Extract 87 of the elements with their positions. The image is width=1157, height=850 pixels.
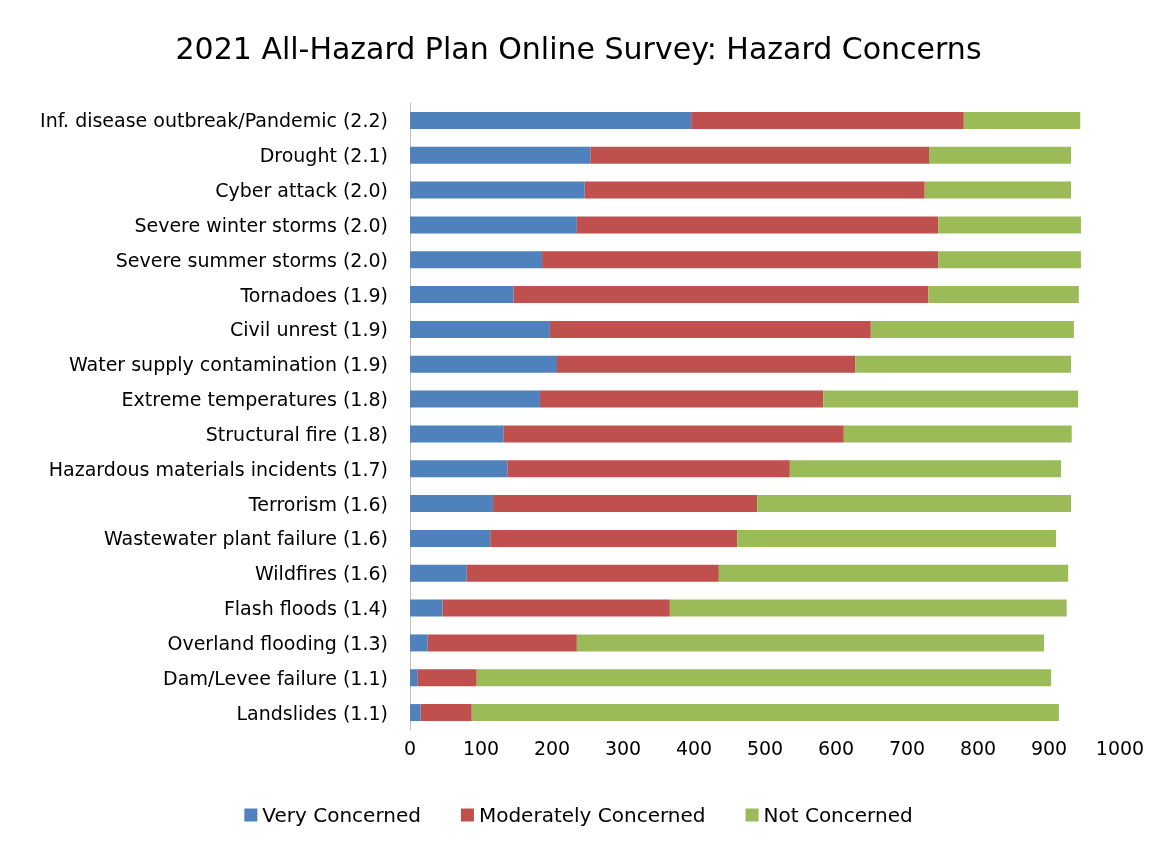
bar xyxy=(963,111,1081,129)
y-tick-label: Cyber attack (2.0) xyxy=(215,179,388,202)
bar xyxy=(556,355,856,373)
bar xyxy=(789,460,1062,478)
bar xyxy=(466,564,719,582)
y-tick-label: Hazardous materials incidents (1.7) xyxy=(48,457,388,480)
bar xyxy=(938,216,1081,234)
bar xyxy=(410,564,467,582)
y-tick-label: Inf. disease outbreak/Pandemic (2.2) xyxy=(40,109,388,132)
bar xyxy=(737,529,1057,547)
y-tick-label: Water supply contamination (1.9) xyxy=(69,353,388,376)
y-tick-label: Wastewater plant failure (1.6) xyxy=(103,527,388,550)
bar xyxy=(576,634,1045,652)
bar xyxy=(410,181,585,199)
chart-title: 2021 All-Hazard Plan Online Survey: Hazard Concerns xyxy=(175,30,982,66)
bar xyxy=(410,216,577,234)
bar xyxy=(493,495,758,513)
legend-label: Very Concerned xyxy=(262,803,421,827)
bar xyxy=(490,529,738,547)
bar xyxy=(929,146,1072,164)
bar xyxy=(417,669,477,687)
bar xyxy=(542,251,939,269)
bar xyxy=(669,599,1067,617)
bar xyxy=(507,460,790,478)
bar xyxy=(410,111,692,129)
bar xyxy=(410,599,443,617)
x-tick-label: 0 xyxy=(403,736,417,759)
bar xyxy=(924,181,1072,199)
bar xyxy=(410,355,557,373)
bar xyxy=(410,495,494,513)
y-tick-label: Dam/Levee failure (1.1) xyxy=(163,666,388,689)
x-tick-label: 600 xyxy=(817,736,855,759)
y-tick-label: Flash floods (1.4) xyxy=(223,597,388,620)
bar xyxy=(718,564,1069,582)
x-tick-label: 300 xyxy=(604,736,642,759)
bar xyxy=(410,146,591,164)
y-tick-label: Civil unrest (1.9) xyxy=(230,318,388,341)
x-tick-label: 800 xyxy=(959,736,997,759)
bar xyxy=(691,111,964,129)
y-tick-label: Severe winter storms (2.0) xyxy=(134,213,388,236)
y-tick-label: Structural fire (1.8) xyxy=(205,422,388,445)
bar xyxy=(410,460,508,478)
y-tick-label: Extreme temperatures (1.8) xyxy=(121,388,388,411)
x-tick-label: 100 xyxy=(462,736,500,759)
y-tick-label: Overland flooding (1.3) xyxy=(167,631,388,654)
bar xyxy=(410,529,491,547)
legend-label: Not Concerned xyxy=(763,803,913,827)
y-tick-label: Terrorism (1.6) xyxy=(247,492,388,515)
bar xyxy=(843,425,1072,443)
bar xyxy=(427,634,577,652)
bar xyxy=(584,181,925,199)
bar xyxy=(503,425,844,443)
bar xyxy=(410,286,514,304)
bar xyxy=(576,216,939,234)
bar xyxy=(539,390,824,408)
x-tick-label: 500 xyxy=(746,736,784,759)
bar xyxy=(410,634,428,652)
bar xyxy=(410,425,504,443)
bar xyxy=(410,704,421,722)
bar xyxy=(855,355,1072,373)
bar xyxy=(476,669,1052,687)
bar xyxy=(513,286,929,304)
bar xyxy=(823,390,1079,408)
bar xyxy=(410,320,550,338)
x-tick-label: 200 xyxy=(533,736,571,759)
y-tick-label: Tornadoes (1.9) xyxy=(239,283,388,306)
y-tick-label: Drought (2.1) xyxy=(259,144,388,167)
y-tick-label: Landslides (1.1) xyxy=(236,701,388,724)
bar xyxy=(938,251,1081,269)
x-tick-label: 1000 xyxy=(1095,736,1145,759)
bar xyxy=(928,286,1079,304)
bar xyxy=(757,495,1072,513)
y-tick-label: Wildfires (1.6) xyxy=(254,562,388,585)
bar xyxy=(420,704,472,722)
bar xyxy=(442,599,670,617)
bar xyxy=(410,251,543,269)
bar xyxy=(410,669,418,687)
legend-label: Moderately Concerned xyxy=(478,803,706,827)
bar xyxy=(410,390,540,408)
x-tick-label: 400 xyxy=(675,736,713,759)
bar xyxy=(549,320,871,338)
x-tick-label: 700 xyxy=(888,736,926,759)
bar xyxy=(870,320,1074,338)
x-tick-label: 900 xyxy=(1030,736,1068,759)
bar xyxy=(590,146,930,164)
bar xyxy=(471,704,1059,722)
y-tick-label: Severe summer storms (2.0) xyxy=(115,248,388,271)
